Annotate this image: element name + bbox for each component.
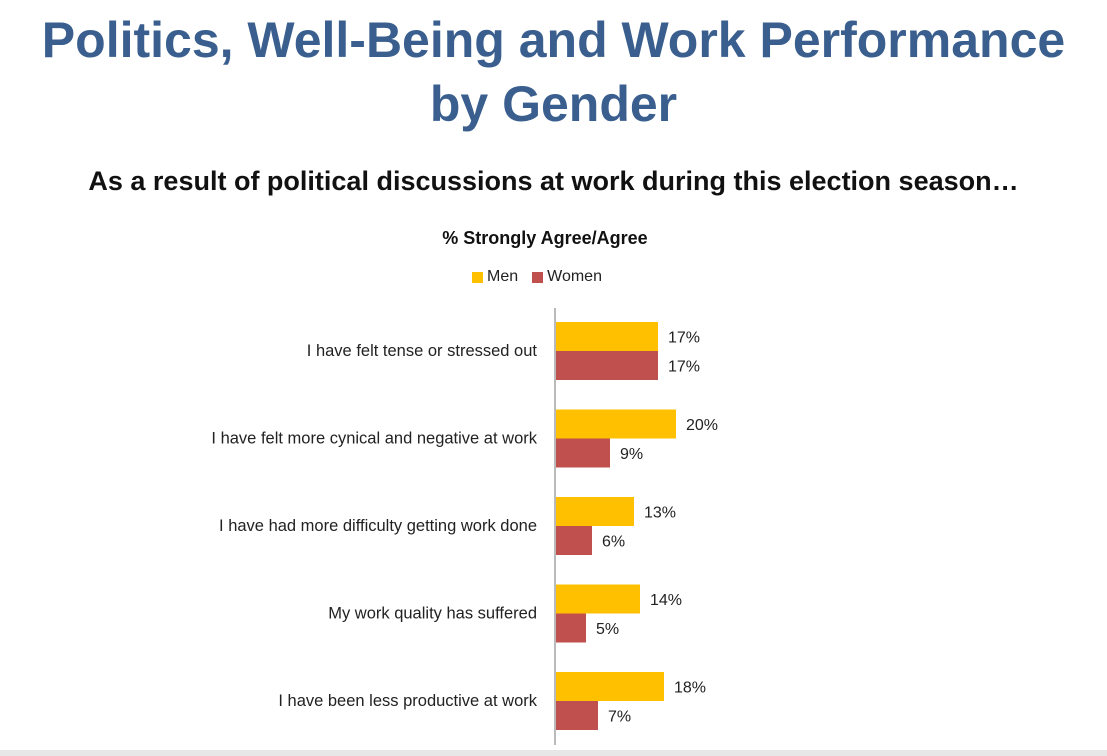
slide-title-line-2: by Gender — [429, 76, 678, 132]
legend-item-women: Women — [532, 268, 602, 286]
data-label-women: 6% — [602, 534, 625, 551]
legend-swatch-men — [472, 271, 483, 283]
data-label-men: 14% — [650, 592, 682, 609]
category-label: I have felt tense or stressed out — [307, 342, 538, 360]
data-label-men: 18% — [674, 680, 706, 697]
slide-title: Politics, Well-Being and Work Performanc… — [0, 8, 1107, 136]
data-label-women: 7% — [608, 709, 631, 726]
bar-women — [556, 438, 610, 468]
legend-label-women: Women — [547, 268, 602, 285]
bar-men — [556, 497, 634, 526]
bar-men — [556, 672, 664, 701]
data-label-men: 20% — [686, 417, 718, 434]
bar-men — [556, 322, 658, 351]
chart-title: % Strongly Agree/Agree — [442, 228, 648, 248]
bar-women — [556, 613, 586, 643]
category-label: I have been less productive at work — [278, 692, 537, 710]
category-label: I have had more difficulty getting work … — [219, 517, 537, 535]
slide-subtitle: As a result of political discussions at … — [88, 166, 1019, 196]
data-label-women: 5% — [596, 621, 619, 638]
legend-label-men: Men — [487, 268, 519, 285]
bar-men — [556, 584, 640, 614]
slide-bottom-strip — [0, 750, 1107, 756]
category-label: I have felt more cynical and negative at… — [211, 430, 537, 448]
data-label-women: 17% — [668, 359, 700, 376]
data-label-men: 17% — [668, 330, 700, 347]
bar-men — [556, 409, 676, 439]
legend-item-men: Men — [472, 268, 518, 286]
bar-chart: I have felt tense or stressed out 17% 17% I… — [211, 308, 718, 745]
chart-legend: Men Women — [472, 266, 602, 288]
category-label: My work quality has suffered — [328, 605, 537, 623]
bar-women — [556, 351, 658, 380]
data-label-women: 9% — [620, 446, 643, 463]
data-label-men: 13% — [644, 505, 676, 522]
bar-women — [556, 526, 592, 555]
legend-swatch-women — [532, 271, 544, 283]
slide-title-line-1: Politics, Well-Being and Work Performanc… — [41, 12, 1066, 68]
bar-women — [556, 701, 598, 730]
